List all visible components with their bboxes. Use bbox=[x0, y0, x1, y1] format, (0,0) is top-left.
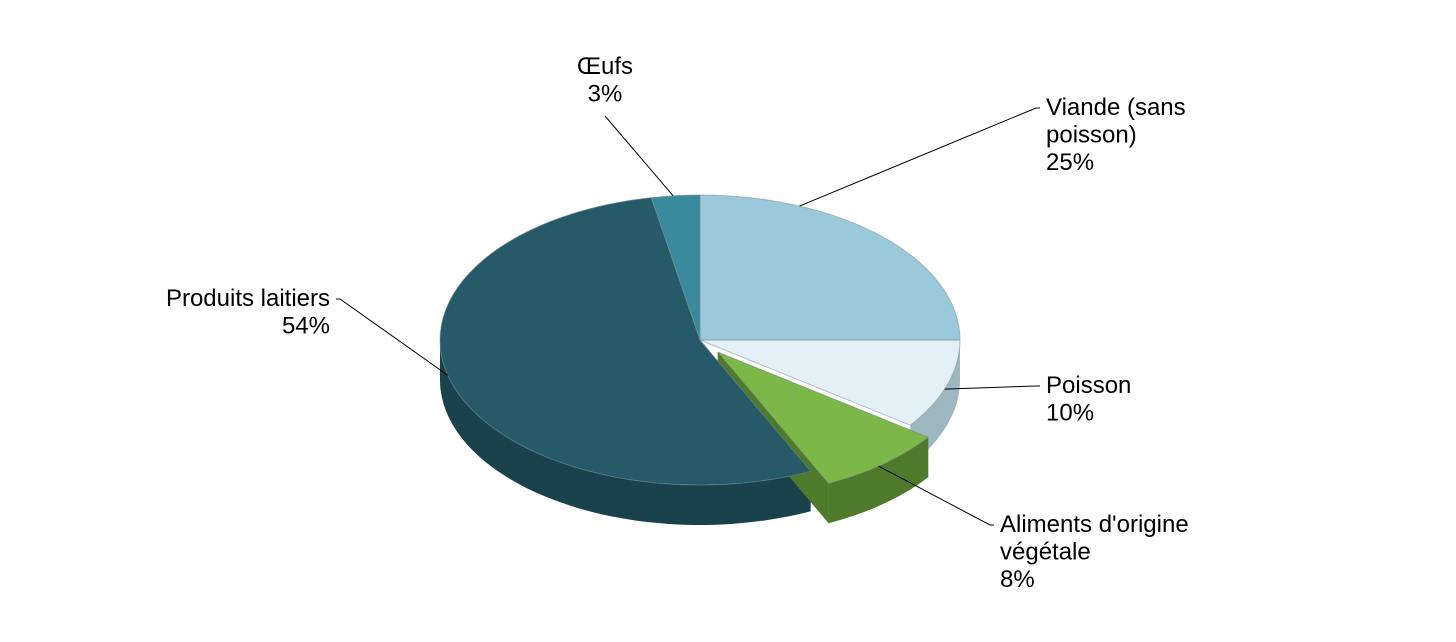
label-viande-line2: poisson) bbox=[1046, 122, 1137, 149]
label-poisson-line2: 10% bbox=[1046, 400, 1094, 427]
label-viande-line1: Viande (sans bbox=[1046, 94, 1186, 121]
label-vegetale-line3: 8% bbox=[1000, 566, 1035, 593]
label-vegetale-line1: Aliments d'origine bbox=[1000, 511, 1189, 538]
label-oeufs-line2: 3% bbox=[588, 81, 623, 108]
label-laitiers-line2: 54% bbox=[282, 313, 330, 340]
pie-tops bbox=[440, 195, 960, 485]
label-oeufs-line1: Œufs bbox=[577, 53, 633, 80]
label-vegetale-line2: végétale bbox=[1000, 539, 1091, 566]
pie-chart: Viande (sanspoisson)25% Poisson10% Aliment… bbox=[0, 0, 1456, 642]
label-viande-line3: 25% bbox=[1046, 149, 1094, 176]
label-poisson-line1: Poisson bbox=[1046, 372, 1131, 399]
label-laitiers-line1: Produits laitiers bbox=[166, 285, 330, 312]
